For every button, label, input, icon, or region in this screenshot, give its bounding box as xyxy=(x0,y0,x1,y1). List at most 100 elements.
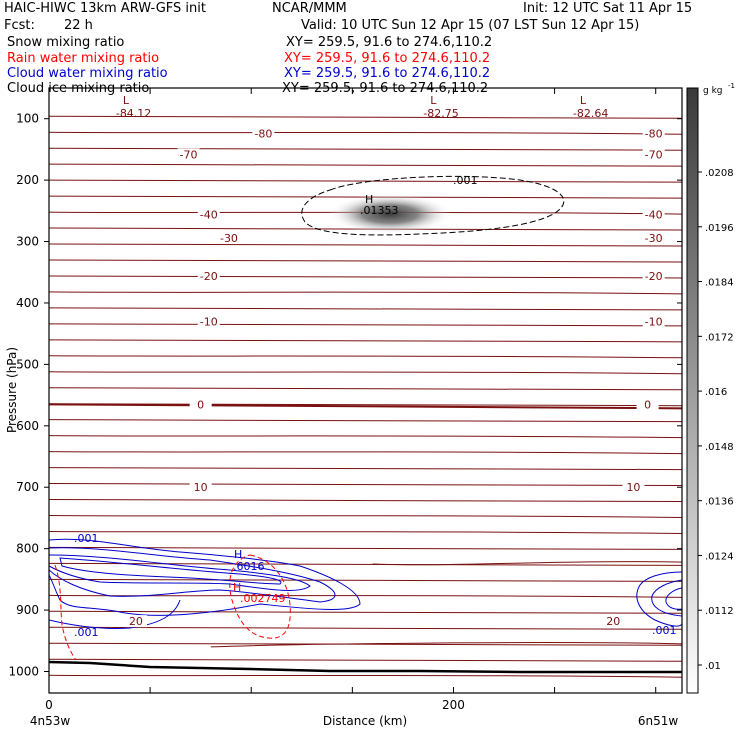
label-backdrop xyxy=(124,615,147,628)
minimum-value: -84.12 xyxy=(116,107,151,120)
label-backdrop xyxy=(602,615,625,628)
y-tick-label: 200 xyxy=(16,173,39,187)
temperature-contour-label: -20 xyxy=(645,270,663,283)
temperature-contour-line xyxy=(49,147,682,151)
y-tick-label: 900 xyxy=(16,603,39,617)
cloud-ice-max-marker: H xyxy=(365,193,373,206)
temperature-contour-label: 10 xyxy=(626,481,640,494)
temperature-contour-line xyxy=(49,451,682,455)
temperature-contour-line xyxy=(49,658,682,662)
minimum-value: -82.75 xyxy=(423,107,458,120)
colorbar-tick-label: .0124 xyxy=(705,551,734,562)
temperature-contour-line xyxy=(49,610,682,614)
temperature-contour-line xyxy=(49,435,682,439)
cloud-water-contour-label: .001 xyxy=(652,624,677,637)
cloud-water-contour-label: .001 xyxy=(74,626,99,639)
legend-snow-label: Snow mixing ratio xyxy=(7,35,125,50)
colorbar-tick-label: .0136 xyxy=(705,497,734,508)
temperature-contour-label: -70 xyxy=(645,148,663,161)
temperature-contour-line xyxy=(49,371,682,375)
legend-cloud-water-label: Cloud water mixing ratio xyxy=(7,66,168,81)
minimum-markers: L-84.12L-82.75L-82.64 xyxy=(116,94,609,120)
x-axis: 0 200 xyxy=(45,88,657,712)
cloud-water-contour-label: .001 xyxy=(74,532,99,545)
cloud-water-max-marker: H xyxy=(234,548,242,561)
temperature-contour-line xyxy=(49,163,682,167)
temperature-contour-line xyxy=(49,466,682,471)
init-time: Init: 12 UTC Sat 11 Apr 15 xyxy=(523,1,693,16)
temperature-contour-label: -10 xyxy=(645,315,663,328)
label-backdrop xyxy=(636,398,659,411)
temperature-contour-label: -40 xyxy=(200,209,218,222)
colorbar-tick-label: .0148 xyxy=(705,442,734,453)
temperature-contour-label: 0 xyxy=(644,398,651,411)
temperature-contour-line xyxy=(372,561,682,566)
temperature-contour-line xyxy=(49,578,682,582)
left-endpoint-label: 4n53w xyxy=(30,714,71,728)
temperature-contour-label: -70 xyxy=(180,148,198,161)
cloud-ice-shading xyxy=(328,194,452,234)
colorbar-tick-label: .01 xyxy=(705,661,721,672)
y-tick-label: 1000 xyxy=(8,665,39,679)
x-axis-title: Distance (km) xyxy=(323,714,407,728)
temperature-contour-line xyxy=(49,530,682,534)
temperature-contour-line xyxy=(49,131,682,135)
temperature-contour-line xyxy=(49,387,682,391)
legend-rain-xy: XY= 259.5, 91.6 to 274.6,110.2 xyxy=(284,51,491,66)
temperature-contour-label: -80 xyxy=(645,127,663,140)
temperature-contour-line xyxy=(49,419,682,423)
label-backdrop xyxy=(197,208,220,221)
temperature-contour-line xyxy=(49,291,682,295)
temperature-contour-line xyxy=(49,211,682,215)
rain-water-contours xyxy=(54,554,291,661)
colorbar-ticks: .0208 .0196 .0184 .0172 .016 .0148 .0136 .0124.… xyxy=(698,168,734,672)
label-backdrop xyxy=(197,269,220,282)
label-backdrop xyxy=(642,269,665,282)
x-tick-label: 200 xyxy=(442,698,465,712)
temperature-contour-label: 20 xyxy=(606,615,620,628)
temperature-contour-line xyxy=(49,275,682,279)
valid-time: Valid: 10 UTC Sun 12 Apr 15 (07 LST Sun … xyxy=(301,18,640,33)
temperature-contour-line xyxy=(49,243,682,247)
minimum-value: -82.64 xyxy=(573,107,608,120)
label-backdrop xyxy=(642,148,665,161)
label-backdrop xyxy=(622,481,645,494)
label-backdrop xyxy=(189,481,212,494)
temperature-contour-line xyxy=(49,626,682,630)
label-backdrop xyxy=(177,148,200,161)
label-backdrop xyxy=(642,127,665,140)
y-tick-label: 300 xyxy=(16,235,39,249)
temperature-contour-label: -30 xyxy=(645,232,663,245)
temperature-contour-label: -80 xyxy=(254,127,272,140)
label-backdrop xyxy=(197,315,220,328)
plot-frame xyxy=(48,87,683,694)
temperature-contour-line xyxy=(49,498,682,503)
colorbar-tick-label: .0196 xyxy=(705,223,734,234)
legend-cloud-water-xy: XY= 259.5, 91.6 to 274.6,110.2 xyxy=(284,66,491,81)
colorbar-tick-label: .0112 xyxy=(705,606,734,617)
colorbar-tick-label: .016 xyxy=(705,387,727,398)
org-label: NCAR/MMM xyxy=(272,1,347,16)
cloud-water-contours xyxy=(49,538,682,629)
rain-water-max-value: .002749 xyxy=(240,592,286,605)
legend-rain-label: Rain water mixing ratio xyxy=(7,51,160,66)
minimum-marker: L xyxy=(123,94,130,107)
y-tick-label: 800 xyxy=(16,542,39,556)
freezing-level-contour xyxy=(49,403,682,410)
temperature-contour-line xyxy=(49,674,682,678)
y-tick-label: 100 xyxy=(16,112,39,126)
label-backdrop xyxy=(189,398,212,411)
legend-snow-xy: XY= 259.5, 91.6 to 274.6,110.2 xyxy=(286,35,493,50)
temperature-contour-line xyxy=(49,514,682,518)
terrain-line xyxy=(48,660,682,674)
temperature-contour-line xyxy=(49,355,682,359)
temperature-contour-line xyxy=(49,339,682,343)
temperature-contour-labels: -80 -80-70 -70-40 -40-30 -30-20 -20-10 -100 010… xyxy=(124,127,665,628)
y-axis-title: Pressure (hPa) xyxy=(5,347,19,433)
right-endpoint-label: 6n51w xyxy=(638,714,679,728)
rain-water-max-marker: H xyxy=(233,581,241,594)
cloud-ice-max-value: .01353 xyxy=(360,204,399,217)
colorbar-tick-label: .0184 xyxy=(705,278,734,289)
temperature-contour-label: -20 xyxy=(200,270,218,283)
